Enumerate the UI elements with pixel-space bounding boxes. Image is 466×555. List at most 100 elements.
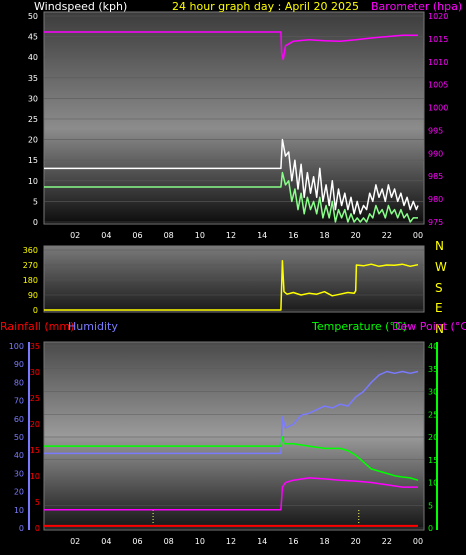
humidity-y-tick-label: 60 [14, 415, 24, 424]
panel3-x-tick-label: 22 [382, 537, 392, 546]
panel3-x-tick-label: 10 [195, 537, 205, 546]
humidity-y-tick-label: 100 [9, 342, 24, 351]
temperature-y-tick-label: 20 [428, 433, 438, 442]
compass-letter-w: W [435, 260, 447, 274]
panel-2-background [43, 245, 425, 313]
compass-letter-e: E [435, 301, 443, 315]
rainfall-y-tick-label: 25 [30, 394, 40, 403]
wind-y-tick-label: 25 [28, 115, 38, 124]
direction-y-tick-label: 90 [28, 291, 38, 300]
rainfall-y-tick-label: 10 [30, 472, 40, 481]
barometer-y-tick-label: 1020 [428, 12, 448, 21]
rainfall-axis-title: Rainfall (mm) [0, 320, 75, 333]
wind-y-tick-label: 20 [28, 136, 38, 145]
series-temperature-line [44, 436, 419, 481]
panel1-x-tick-label: 02 [70, 231, 80, 240]
rainfall-y-tick-label: 15 [30, 446, 40, 455]
humidity-y-tick-label: 80 [14, 378, 24, 387]
temperature-y-tick-label: 25 [428, 410, 438, 419]
humidity-y-tick-label: 0 [19, 524, 24, 533]
wind-y-tick-label: 10 [28, 177, 38, 186]
barometer-y-tick-label: 995 [428, 126, 443, 135]
wind-y-tick-label: 40 [28, 53, 38, 62]
panel3-x-tick-label: 04 [101, 537, 111, 546]
graph-title: 24 hour graph day : April 20 2025 [172, 0, 359, 13]
barometer-y-tick-label: 1005 [428, 81, 448, 90]
humidity-y-tick-label: 20 [14, 488, 24, 497]
dewpoint-axis-title: Dew Point (°C) [392, 320, 466, 333]
series-barometer-line [44, 31, 418, 61]
panel3-x-tick-label: 06 [132, 537, 142, 546]
barometer-y-tick-label: 1010 [428, 58, 448, 67]
rainfall-y-tick-label: 5 [35, 498, 40, 507]
wind-y-tick-label: 5 [33, 197, 38, 206]
panel1-x-tick-label: 18 [319, 231, 329, 240]
panel3-x-tick-label: 12 [226, 537, 236, 546]
panel-3-background [43, 341, 425, 531]
panel-1-background [43, 11, 425, 225]
panel1-x-tick-label: 14 [257, 231, 267, 240]
barometer-y-tick-label: 985 [428, 172, 443, 181]
panel3-x-tick-label: 02 [70, 537, 80, 546]
panel3-x-tick-label: 00 [413, 537, 423, 546]
panel3-x-tick-label: 16 [288, 537, 298, 546]
wind-y-tick-label: 30 [28, 94, 38, 103]
barometer-y-tick-label: 1000 [428, 104, 448, 113]
panel1-x-tick-label: 08 [164, 231, 174, 240]
rainfall-y-tick-label: 0 [35, 524, 40, 533]
panel3-x-tick-label: 18 [319, 537, 329, 546]
panel1-x-tick-label: 04 [101, 231, 111, 240]
panel1-x-tick-label: 06 [132, 231, 142, 240]
series-dew-point-line [44, 477, 418, 511]
wind-y-tick-label: 15 [28, 156, 38, 165]
barometer-y-tick-label: 1015 [428, 35, 448, 44]
humidity-axis-title: Humidity [68, 320, 118, 333]
temperature-y-tick-label: 30 [428, 388, 438, 397]
panel1-x-tick-label: 22 [382, 231, 392, 240]
panel3-x-tick-label: 08 [164, 537, 174, 546]
temperature-axis-title: Temperature (°C) [312, 320, 407, 333]
rainfall-y-tick-label: 20 [30, 420, 40, 429]
series-average-line [44, 171, 418, 223]
direction-y-tick-label: 180 [23, 276, 38, 285]
temperature-y-tick-label: 35 [428, 365, 438, 374]
series-gust-line [44, 138, 419, 215]
panel1-x-tick-label: 12 [226, 231, 236, 240]
humidity-y-tick-label: 70 [14, 397, 24, 406]
panel1-x-tick-label: 10 [195, 231, 205, 240]
series-wind-direction-line [44, 260, 419, 311]
temperature-y-tick-label: 10 [428, 479, 438, 488]
direction-y-tick-label: 270 [23, 261, 38, 270]
panel1-x-tick-label: 16 [288, 231, 298, 240]
humidity-y-tick-label: 10 [14, 506, 24, 515]
compass-letter-n-bottom: N [435, 322, 444, 336]
temperature-y-tick-label: 0 [428, 524, 433, 533]
barometer-axis-title: Barometer (hpa) [371, 0, 463, 13]
compass-letter-n-top: N [435, 239, 444, 253]
rainfall-y-tick-label: 35 [30, 342, 40, 351]
barometer-y-tick-label: 980 [428, 195, 443, 204]
windspeed-axis-title: Windspeed (kph) [34, 0, 128, 13]
humidity-y-tick-label: 90 [14, 360, 24, 369]
direction-y-tick-label: 360 [23, 246, 38, 255]
barometer-y-tick-label: 975 [428, 218, 443, 227]
panel1-x-tick-label: 20 [351, 231, 361, 240]
panel3-x-tick-label: 14 [257, 537, 267, 546]
humidity-y-tick-label: 40 [14, 451, 24, 460]
humidity-y-tick-label: 50 [14, 433, 24, 442]
panel1-x-tick-label: 00 [413, 231, 423, 240]
temperature-y-tick-label: 5 [428, 501, 433, 510]
wind-y-tick-label: 0 [33, 218, 38, 227]
temperature-y-tick-label: 40 [428, 342, 438, 351]
direction-y-tick-label: 0 [33, 306, 38, 315]
wind-y-tick-label: 50 [28, 12, 38, 21]
temperature-y-tick-label: 15 [428, 456, 438, 465]
wind-y-tick-label: 35 [28, 74, 38, 83]
barometer-y-tick-label: 990 [428, 149, 443, 158]
panel3-x-tick-label: 20 [351, 537, 361, 546]
wind-y-tick-label: 45 [28, 33, 38, 42]
rainfall-y-tick-label: 30 [30, 368, 40, 377]
humidity-y-tick-label: 30 [14, 469, 24, 478]
